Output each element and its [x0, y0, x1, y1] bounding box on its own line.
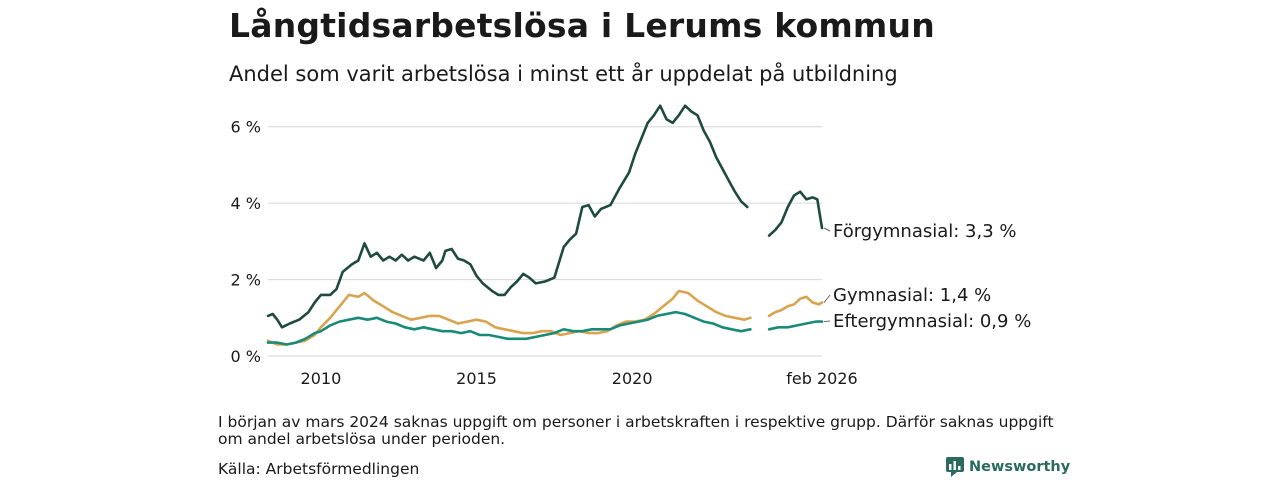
x-tick-label: 2020	[612, 369, 653, 388]
brand-name: Newsworthy	[969, 459, 1071, 475]
series-line-gymnasial-part2	[767, 295, 824, 318]
line-chart: 0 % 2 % 4 % 6 % 2010 2015 2020 feb 2026 Förgym…	[231, 104, 1031, 388]
y-tick-label: 6 %	[231, 118, 261, 137]
x-tick-label: feb 2026	[786, 369, 857, 388]
series-line-förgymnasial-part2	[767, 190, 824, 237]
x-axis: 2010 2015 2020 feb 2026	[301, 369, 858, 388]
newsworthy-logo-icon	[946, 457, 964, 477]
label-connector-förgymnasial	[823, 227, 831, 232]
y-tick-label: 0 %	[231, 347, 261, 366]
series-label-förgymnasial: Förgymnasial: 3,3 %	[833, 221, 1017, 242]
brand-logo: Newsworthy	[946, 457, 1070, 477]
series-line-eftergymnasial-part1	[266, 310, 752, 346]
series-line-gymnasial-part1	[266, 289, 752, 346]
series-label-eftergymnasial: Eftergymnasial: 0,9 %	[833, 311, 1031, 332]
y-tick-label: 4 %	[231, 194, 261, 213]
series-lines	[266, 104, 824, 346]
source-text: Källa: Arbetsförmedlingen	[218, 460, 420, 478]
series-line-eftergymnasial-part2	[767, 320, 824, 331]
footnote: I början av mars 2024 saknas uppgift om …	[218, 413, 1054, 448]
series-labels: Förgymnasial: 3,3 % Gymnasial: 1,4 % Efter…	[823, 221, 1031, 332]
chart-subtitle: Andel som varit arbetslösa i minst ett å…	[229, 62, 898, 86]
label-connector-gymnasial	[823, 294, 831, 303]
chart-title: Långtidsarbetslösa i Lerums kommun	[229, 6, 935, 45]
series-label-gymnasial: Gymnasial: 1,4 %	[833, 285, 991, 306]
series-line-förgymnasial-part1	[266, 104, 749, 329]
y-tick-label: 2 %	[231, 271, 261, 290]
gridlines	[268, 126, 822, 357]
x-tick-label: 2015	[456, 369, 497, 388]
y-axis: 0 % 2 % 4 % 6 %	[231, 118, 261, 366]
label-connector-eftergymnasial	[823, 320, 831, 323]
x-tick-label: 2010	[301, 369, 342, 388]
